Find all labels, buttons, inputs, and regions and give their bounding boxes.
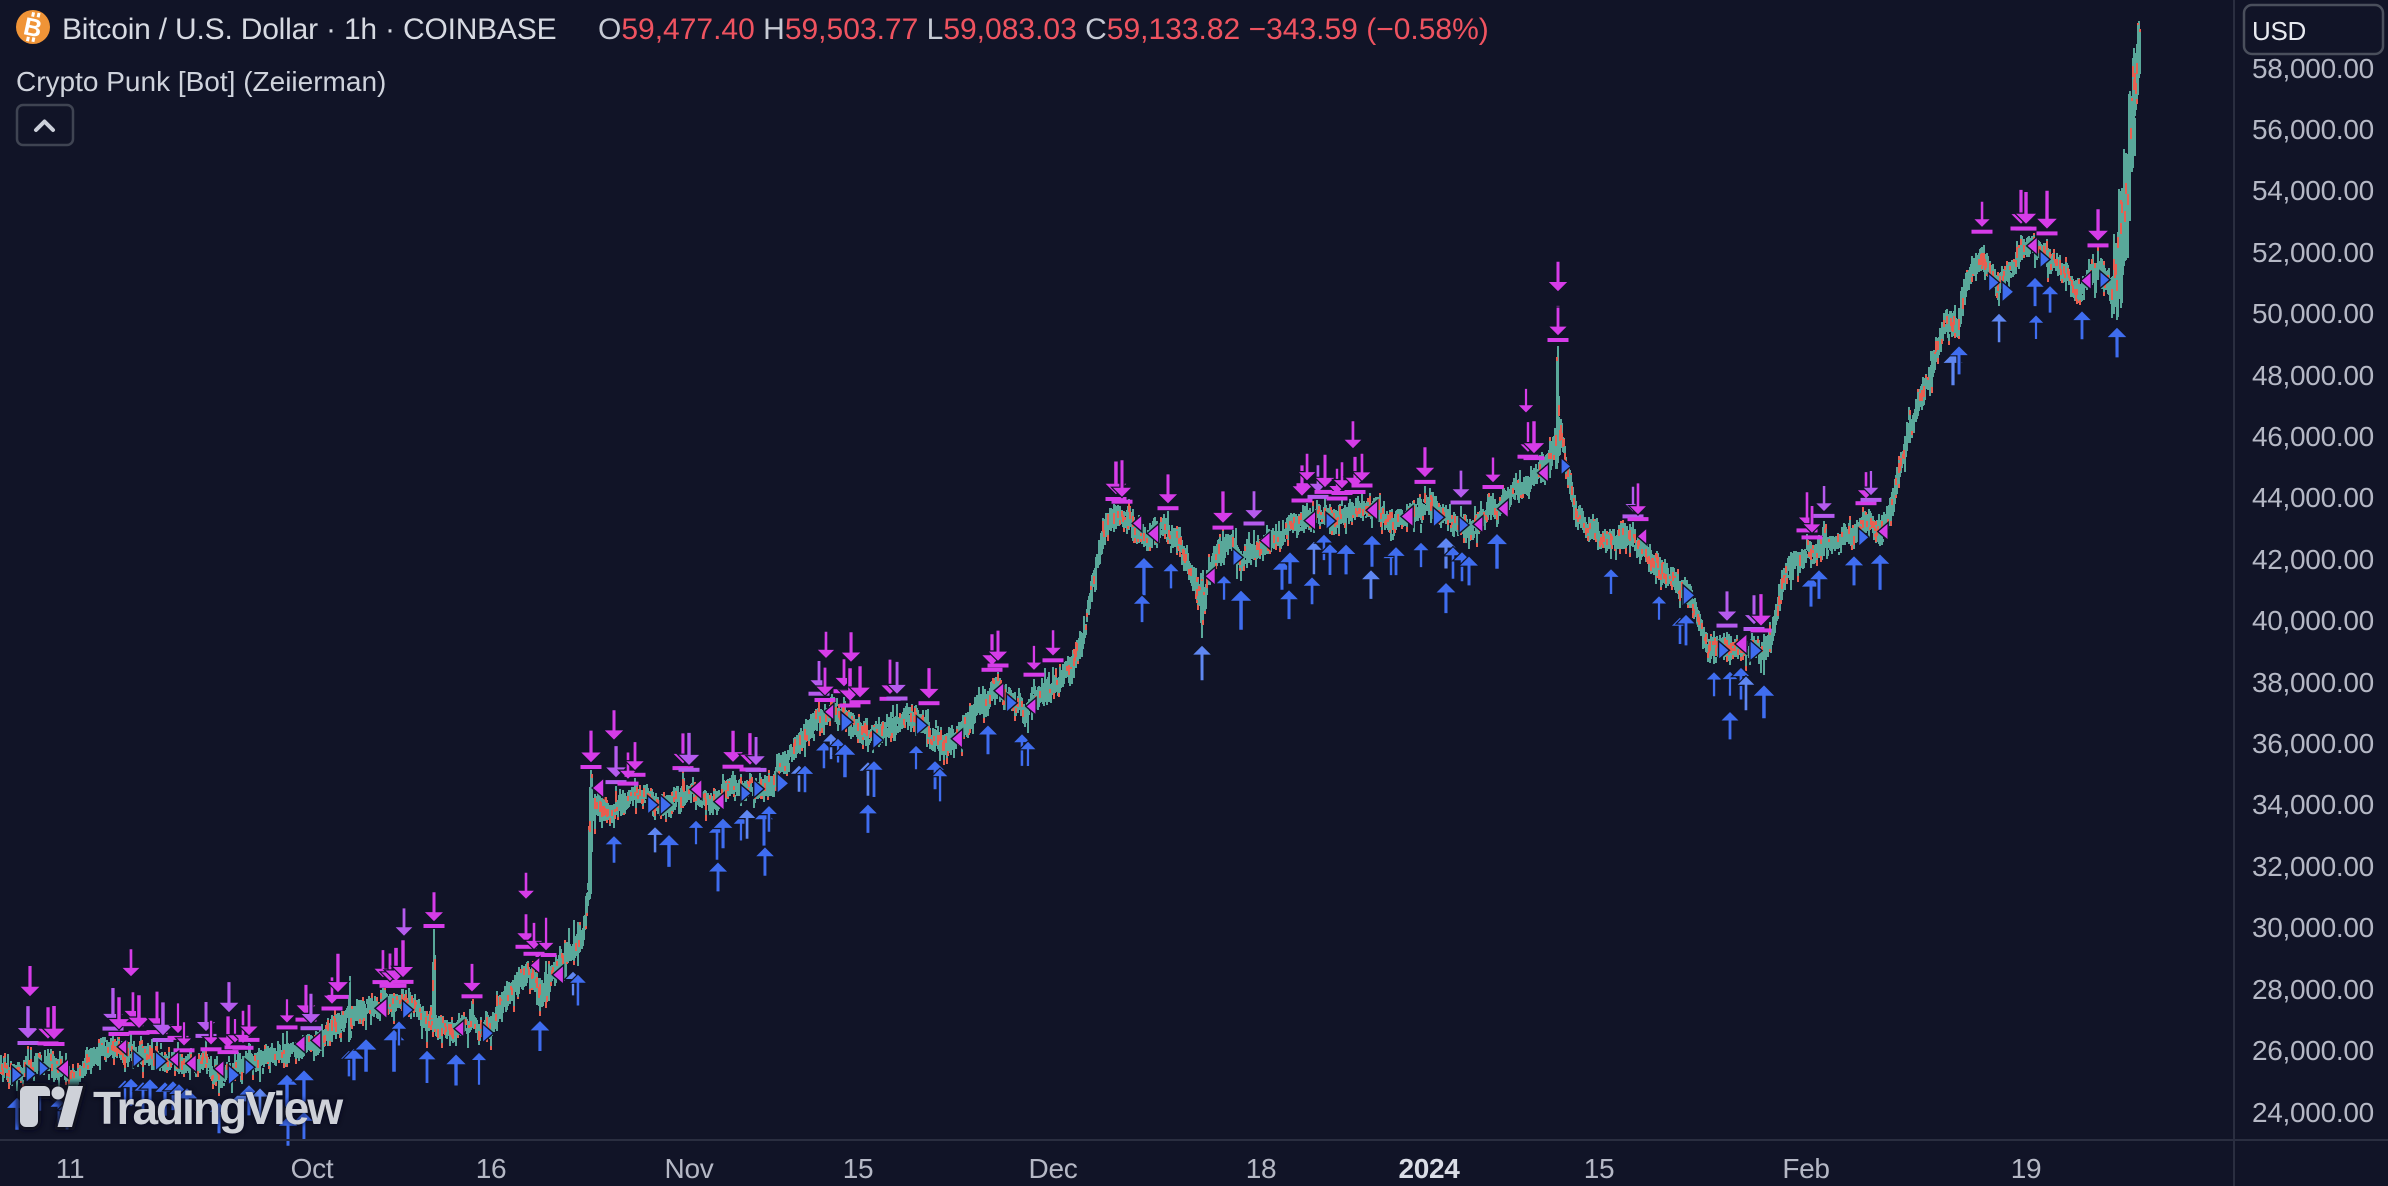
svg-text:24,000.00: 24,000.00 <box>2252 1097 2374 1128</box>
svg-text:TradingView: TradingView <box>93 1082 343 1134</box>
svg-text:Bitcoin / U.S. Dollar · 1h · C: Bitcoin / U.S. Dollar · 1h · COINBASE <box>62 13 556 46</box>
svg-text:58,000.00: 58,000.00 <box>2252 53 2374 84</box>
svg-text:11: 11 <box>56 1153 84 1184</box>
svg-text:Dec: Dec <box>1029 1153 1078 1184</box>
svg-text:32,000.00: 32,000.00 <box>2252 851 2374 882</box>
svg-text:15: 15 <box>1584 1153 1615 1184</box>
svg-text:48,000.00: 48,000.00 <box>2252 360 2374 391</box>
svg-text:Feb: Feb <box>1782 1153 1829 1184</box>
svg-text:38,000.00: 38,000.00 <box>2252 667 2374 698</box>
svg-text:52,000.00: 52,000.00 <box>2252 237 2374 268</box>
svg-text:O59,477.40 H59,503.77 L59,083.: O59,477.40 H59,503.77 L59,083.03 C59,133… <box>598 13 1489 46</box>
svg-text:42,000.00: 42,000.00 <box>2252 544 2374 575</box>
svg-text:15: 15 <box>843 1153 874 1184</box>
svg-text:2024: 2024 <box>1398 1153 1460 1184</box>
svg-text:34,000.00: 34,000.00 <box>2252 789 2374 820</box>
svg-text:46,000.00: 46,000.00 <box>2252 421 2374 452</box>
svg-text:26,000.00: 26,000.00 <box>2252 1035 2374 1066</box>
svg-text:56,000.00: 56,000.00 <box>2252 114 2374 145</box>
svg-text:Nov: Nov <box>665 1153 714 1184</box>
svg-text:Oct: Oct <box>291 1153 334 1184</box>
svg-text:Crypto Punk [Bot] (Zeiierman): Crypto Punk [Bot] (Zeiierman) <box>16 66 386 97</box>
svg-text:18: 18 <box>1246 1153 1277 1184</box>
svg-text:40,000.00: 40,000.00 <box>2252 605 2374 636</box>
svg-text:19: 19 <box>2011 1153 2042 1184</box>
svg-text:30,000.00: 30,000.00 <box>2252 912 2374 943</box>
svg-text:B: B <box>21 12 44 43</box>
svg-text:TradingView: TradingView <box>93 1082 343 1134</box>
svg-text:54,000.00: 54,000.00 <box>2252 175 2374 206</box>
svg-text:16: 16 <box>476 1153 507 1184</box>
svg-text:50,000.00: 50,000.00 <box>2252 298 2374 329</box>
svg-text:28,000.00: 28,000.00 <box>2252 974 2374 1005</box>
svg-text:USD: USD <box>2252 16 2306 46</box>
svg-text:44,000.00: 44,000.00 <box>2252 482 2374 513</box>
svg-text:36,000.00: 36,000.00 <box>2252 728 2374 759</box>
